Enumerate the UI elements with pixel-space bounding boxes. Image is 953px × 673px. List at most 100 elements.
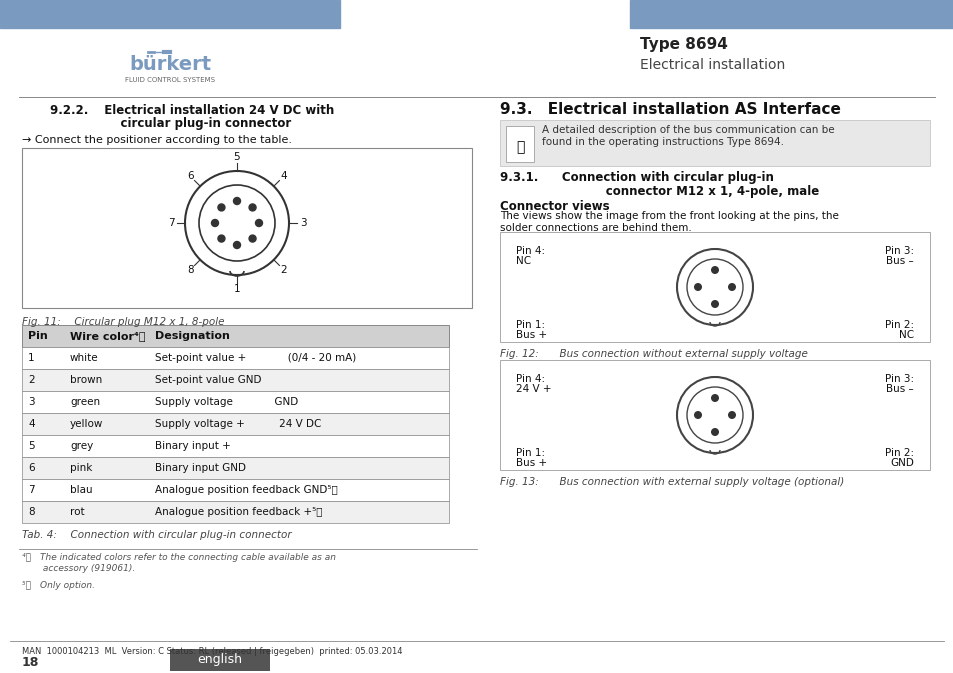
Text: 6: 6: [187, 172, 193, 181]
Text: 24 V +: 24 V +: [516, 384, 551, 394]
Text: 2: 2: [280, 264, 287, 275]
Text: Pin: Pin: [28, 331, 48, 341]
Bar: [629, 0, 953, 28]
Text: white: white: [70, 353, 98, 363]
Bar: [22, 501, 449, 523]
Bar: [0, 0, 339, 28]
Text: 3: 3: [28, 397, 34, 407]
Text: 9.3.1.  Connection with circular plug-in: 9.3.1. Connection with circular plug-in: [499, 172, 773, 184]
Text: 9.3. Electrical installation AS Interface: 9.3. Electrical installation AS Interfac…: [499, 102, 840, 118]
Text: MAN  1000104213  ML  Version: C Status: RL (released | freigegeben)  printed: 05: MAN 1000104213 ML Version: C Status: RL …: [22, 647, 402, 656]
Text: Supply voltage    GND: Supply voltage GND: [154, 397, 298, 407]
Bar: [22, 347, 449, 369]
Text: Bus –: Bus –: [885, 384, 913, 394]
Text: 9.2.2.  Electrical installation 24 V DC with: 9.2.2. Electrical installation 24 V DC w…: [50, 104, 334, 116]
Bar: [22, 325, 449, 347]
Bar: [22, 391, 449, 413]
Circle shape: [233, 242, 240, 248]
Text: Pin 3:: Pin 3:: [884, 246, 913, 256]
Text: 5: 5: [233, 152, 240, 162]
Text: Set-point value +    (0/4 - 20 mA): Set-point value + (0/4 - 20 mA): [154, 353, 355, 363]
Circle shape: [727, 283, 735, 291]
Text: Pin 4:: Pin 4:: [516, 246, 544, 256]
Text: 18: 18: [22, 656, 39, 670]
Circle shape: [217, 235, 225, 242]
Text: NC: NC: [516, 256, 531, 266]
Text: Fig. 12:  Bus connection without external supply voltage: Fig. 12: Bus connection without external…: [499, 349, 807, 359]
Text: Connector views: Connector views: [499, 199, 609, 213]
Bar: [499, 232, 929, 342]
Text: GND: GND: [889, 458, 913, 468]
Circle shape: [249, 235, 255, 242]
Bar: [170, 649, 270, 671]
Text: 6: 6: [28, 463, 34, 473]
Text: pink: pink: [70, 463, 92, 473]
Text: 5: 5: [28, 441, 34, 451]
Circle shape: [233, 197, 240, 205]
Bar: [22, 148, 472, 308]
Text: Pin 4:: Pin 4:: [516, 374, 544, 384]
Text: 4: 4: [28, 419, 34, 429]
Text: yellow: yellow: [70, 419, 103, 429]
Text: Tab. 4:  Connection with circular plug-in connector: Tab. 4: Connection with circular plug-in…: [22, 530, 292, 540]
Circle shape: [710, 300, 719, 308]
Text: NC: NC: [898, 330, 913, 340]
Text: 1: 1: [233, 284, 240, 294]
Text: green: green: [70, 397, 100, 407]
Text: Supply voltage +    24 V DC: Supply voltage + 24 V DC: [154, 419, 321, 429]
Text: Analogue position feedback GND⁵⧠: Analogue position feedback GND⁵⧠: [154, 485, 337, 495]
Bar: [499, 360, 929, 470]
Circle shape: [710, 394, 719, 402]
Text: Pin 3:: Pin 3:: [884, 374, 913, 384]
Bar: [22, 435, 449, 457]
Text: 7: 7: [168, 218, 174, 228]
Text: 8: 8: [28, 507, 34, 517]
Text: The views show the image from the front looking at the pins, the
solder connecti: The views show the image from the front …: [499, 211, 838, 233]
Circle shape: [217, 204, 225, 211]
Text: connector M12 x 1, 4-pole, male: connector M12 x 1, 4-pole, male: [499, 184, 819, 197]
Text: Binary input GND: Binary input GND: [154, 463, 246, 473]
Text: Fig. 11:  Circular plug M12 x 1, 8-pole: Fig. 11: Circular plug M12 x 1, 8-pole: [22, 317, 224, 327]
Circle shape: [710, 266, 719, 274]
Text: 3: 3: [299, 218, 306, 228]
Text: Type 8694: Type 8694: [639, 38, 727, 52]
Bar: [505, 126, 534, 162]
Text: Pin 1:: Pin 1:: [516, 448, 544, 458]
Text: 4: 4: [280, 172, 287, 181]
Text: Bus –: Bus –: [885, 256, 913, 266]
Text: Set-point value GND: Set-point value GND: [154, 375, 261, 385]
Text: brown: brown: [70, 375, 102, 385]
Text: bürkert: bürkert: [129, 55, 211, 75]
Text: circular plug-in connector: circular plug-in connector: [50, 116, 291, 129]
Text: Electrical installation: Electrical installation: [639, 58, 784, 72]
Text: english: english: [197, 653, 242, 666]
Text: ⁵⧠ Only option.: ⁵⧠ Only option.: [22, 581, 95, 590]
Text: Pin 1:: Pin 1:: [516, 320, 544, 330]
Bar: [22, 369, 449, 391]
Text: Wire color⁴⧠: Wire color⁴⧠: [70, 331, 146, 341]
Text: 8: 8: [187, 264, 193, 275]
Circle shape: [212, 219, 218, 227]
Text: rot: rot: [70, 507, 85, 517]
Text: ⁴⧠ The indicated colors refer to the connecting cable available as an
   accesso: ⁴⧠ The indicated colors refer to the con…: [22, 553, 335, 573]
Text: A detailed description of the bus communication can be
found in the operating in: A detailed description of the bus commun…: [541, 125, 834, 147]
Text: Pin 2:: Pin 2:: [884, 448, 913, 458]
Text: 1: 1: [28, 353, 34, 363]
Text: Binary input +: Binary input +: [154, 441, 231, 451]
Text: Designation: Designation: [154, 331, 230, 341]
Bar: [22, 479, 449, 501]
Text: → Connect the positioner according to the table.: → Connect the positioner according to th…: [22, 135, 292, 145]
Bar: [22, 413, 449, 435]
Text: Pin 2:: Pin 2:: [884, 320, 913, 330]
Text: Fig. 13:  Bus connection with external supply voltage (optional): Fig. 13: Bus connection with external su…: [499, 477, 843, 487]
Text: blau: blau: [70, 485, 92, 495]
Text: grey: grey: [70, 441, 93, 451]
Circle shape: [249, 204, 255, 211]
Circle shape: [693, 411, 701, 419]
Circle shape: [710, 428, 719, 436]
Text: Bus +: Bus +: [516, 458, 547, 468]
Text: 2: 2: [28, 375, 34, 385]
Text: Analogue position feedback +⁵⧠: Analogue position feedback +⁵⧠: [154, 507, 322, 517]
Circle shape: [255, 219, 262, 227]
Circle shape: [693, 283, 701, 291]
